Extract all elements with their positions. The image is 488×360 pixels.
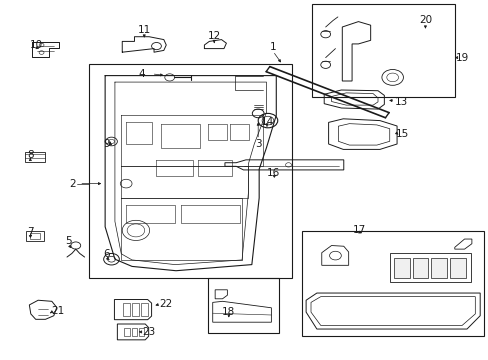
Text: 12: 12 bbox=[207, 31, 221, 41]
Text: 10: 10 bbox=[30, 40, 43, 50]
Text: 21: 21 bbox=[51, 306, 64, 316]
Text: 17: 17 bbox=[352, 225, 366, 235]
Text: 11: 11 bbox=[137, 24, 151, 35]
Text: 22: 22 bbox=[159, 299, 173, 309]
Text: 3: 3 bbox=[254, 139, 261, 149]
Text: 23: 23 bbox=[142, 327, 156, 337]
Text: 6: 6 bbox=[103, 249, 110, 259]
Bar bbox=[311, 4, 454, 97]
Bar bbox=[123, 303, 130, 316]
Text: 18: 18 bbox=[222, 307, 235, 318]
Bar bbox=[302, 231, 483, 336]
Bar bbox=[139, 328, 144, 336]
Bar bbox=[131, 328, 137, 336]
Bar bbox=[207, 278, 278, 333]
Text: 20: 20 bbox=[418, 15, 431, 25]
Text: 4: 4 bbox=[138, 69, 145, 79]
Bar bbox=[430, 258, 446, 278]
Text: 15: 15 bbox=[395, 129, 408, 139]
Bar bbox=[89, 64, 292, 278]
Text: 1: 1 bbox=[269, 42, 276, 52]
Bar bbox=[389, 253, 470, 282]
Bar bbox=[25, 152, 45, 162]
Text: 7: 7 bbox=[27, 227, 34, 237]
Text: 8: 8 bbox=[27, 150, 34, 160]
Bar bbox=[449, 258, 465, 278]
Text: 2: 2 bbox=[69, 179, 76, 189]
Text: 19: 19 bbox=[455, 53, 468, 63]
Bar bbox=[30, 233, 40, 239]
Bar bbox=[132, 303, 139, 316]
Text: 5: 5 bbox=[65, 236, 72, 246]
Text: 16: 16 bbox=[266, 168, 280, 178]
Bar bbox=[124, 328, 129, 336]
Bar bbox=[412, 258, 427, 278]
Text: 13: 13 bbox=[393, 96, 407, 107]
Bar bbox=[393, 258, 409, 278]
Bar bbox=[26, 231, 44, 241]
Bar bbox=[141, 303, 147, 316]
Text: 9: 9 bbox=[103, 139, 110, 149]
Text: 14: 14 bbox=[260, 117, 273, 127]
